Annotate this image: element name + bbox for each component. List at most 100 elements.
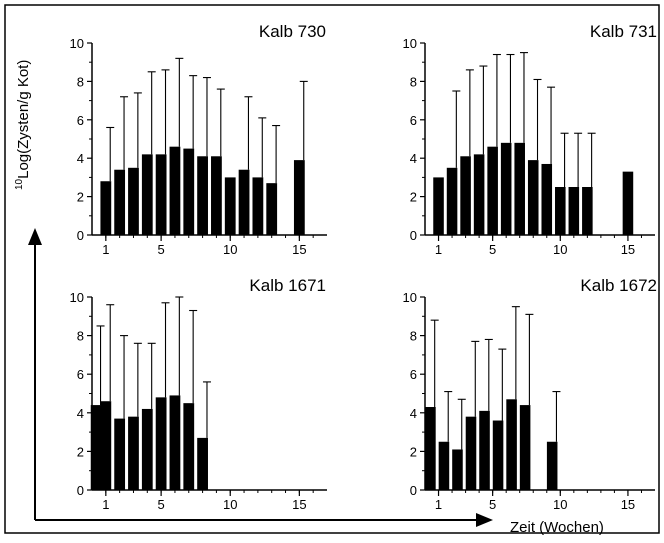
y-tick-label: 4 [410, 151, 417, 166]
bar [452, 449, 463, 490]
bar [128, 416, 139, 490]
y-tick-label: 6 [77, 113, 84, 128]
bar [527, 160, 539, 235]
bar [211, 156, 222, 235]
bar [266, 183, 278, 235]
x-tick-label: 1 [435, 497, 442, 512]
panel-title: Kalb 1671 [249, 276, 326, 295]
y-tick-label: 8 [410, 74, 417, 89]
y-axis-label-text: Log(Zysten/g Kot) [15, 60, 32, 179]
x-axis-label: Zeit (Wochen) [510, 519, 604, 536]
bar [169, 395, 181, 490]
bar [114, 169, 126, 235]
bar [197, 437, 208, 490]
x-tick-label: 10 [223, 242, 237, 257]
y-tick-label: 2 [410, 444, 417, 459]
bar [465, 416, 477, 490]
bar [128, 167, 139, 235]
bar [293, 160, 305, 235]
panel-title: Kalb 730 [259, 22, 326, 41]
bar [438, 441, 450, 490]
x-tick-label: 10 [223, 497, 237, 512]
y-tick-label: 6 [410, 113, 417, 128]
y-tick-label: 10 [403, 290, 417, 305]
y-tick-label: 4 [410, 406, 417, 421]
bar [155, 397, 167, 490]
bar [487, 146, 498, 235]
y-tick-label: 0 [77, 483, 84, 498]
bar [100, 181, 112, 235]
x-tick-label: 5 [489, 242, 496, 257]
bar [500, 142, 512, 235]
y-tick-label: 6 [77, 367, 84, 382]
bar [555, 187, 566, 235]
bar [479, 410, 490, 490]
bar [541, 163, 553, 235]
bar [90, 405, 102, 490]
panel-title: Kalb 1672 [580, 276, 657, 295]
bar [183, 403, 195, 490]
bar [433, 177, 444, 235]
y-tick-label: 2 [77, 190, 84, 205]
bar [622, 171, 634, 235]
bar [252, 177, 264, 235]
panel-title: Kalb 731 [590, 22, 657, 41]
x-tick-label: 5 [158, 242, 165, 257]
y-tick-label: 2 [410, 190, 417, 205]
bar [568, 187, 580, 235]
y-tick-label: 0 [410, 228, 417, 243]
bar [183, 148, 195, 235]
y-arrow-head [28, 228, 42, 245]
x-tick-label: 15 [292, 242, 306, 257]
bar [460, 156, 471, 235]
bar [446, 167, 458, 235]
x-tick-label: 15 [292, 497, 306, 512]
y-tick-label: 10 [70, 36, 84, 51]
x-tick-label: 15 [621, 497, 635, 512]
bar [425, 407, 436, 490]
x-tick-label: 10 [553, 242, 567, 257]
y-tick-label: 4 [77, 151, 84, 166]
bar [155, 154, 167, 235]
x-tick-label: 5 [489, 497, 496, 512]
bar [114, 418, 126, 490]
bar [141, 154, 153, 235]
bar [169, 146, 181, 235]
x-tick-label: 1 [102, 497, 109, 512]
y-tick-label: 4 [77, 406, 84, 421]
bar [506, 399, 517, 490]
bar [546, 441, 558, 490]
bar [238, 169, 250, 235]
y-tick-label: 0 [77, 228, 84, 243]
y-tick-label: 8 [77, 74, 84, 89]
x-tick-label: 10 [553, 497, 567, 512]
y-tick-label: 0 [410, 483, 417, 498]
bar [141, 408, 153, 490]
x-arrow-head [476, 513, 493, 527]
bar [492, 420, 504, 490]
y-tick-label: 6 [410, 367, 417, 382]
figure-frame [4, 4, 660, 534]
bar [197, 156, 208, 235]
x-tick-label: 5 [158, 497, 165, 512]
x-tick-label: 1 [102, 242, 109, 257]
y-axis-label-superscript: 10 [14, 178, 25, 190]
y-tick-label: 8 [410, 329, 417, 344]
y-tick-label: 8 [77, 329, 84, 344]
bar [514, 142, 525, 235]
x-tick-label: 1 [435, 242, 442, 257]
bar [100, 401, 112, 490]
y-tick-label: 10 [70, 290, 84, 305]
bar [582, 187, 593, 235]
y-tick-label: 10 [403, 36, 417, 51]
bar [224, 177, 236, 235]
y-axis-label: 10Log(Zysten/g Kot) [14, 60, 32, 190]
bar [519, 405, 531, 490]
x-tick-label: 15 [621, 242, 635, 257]
